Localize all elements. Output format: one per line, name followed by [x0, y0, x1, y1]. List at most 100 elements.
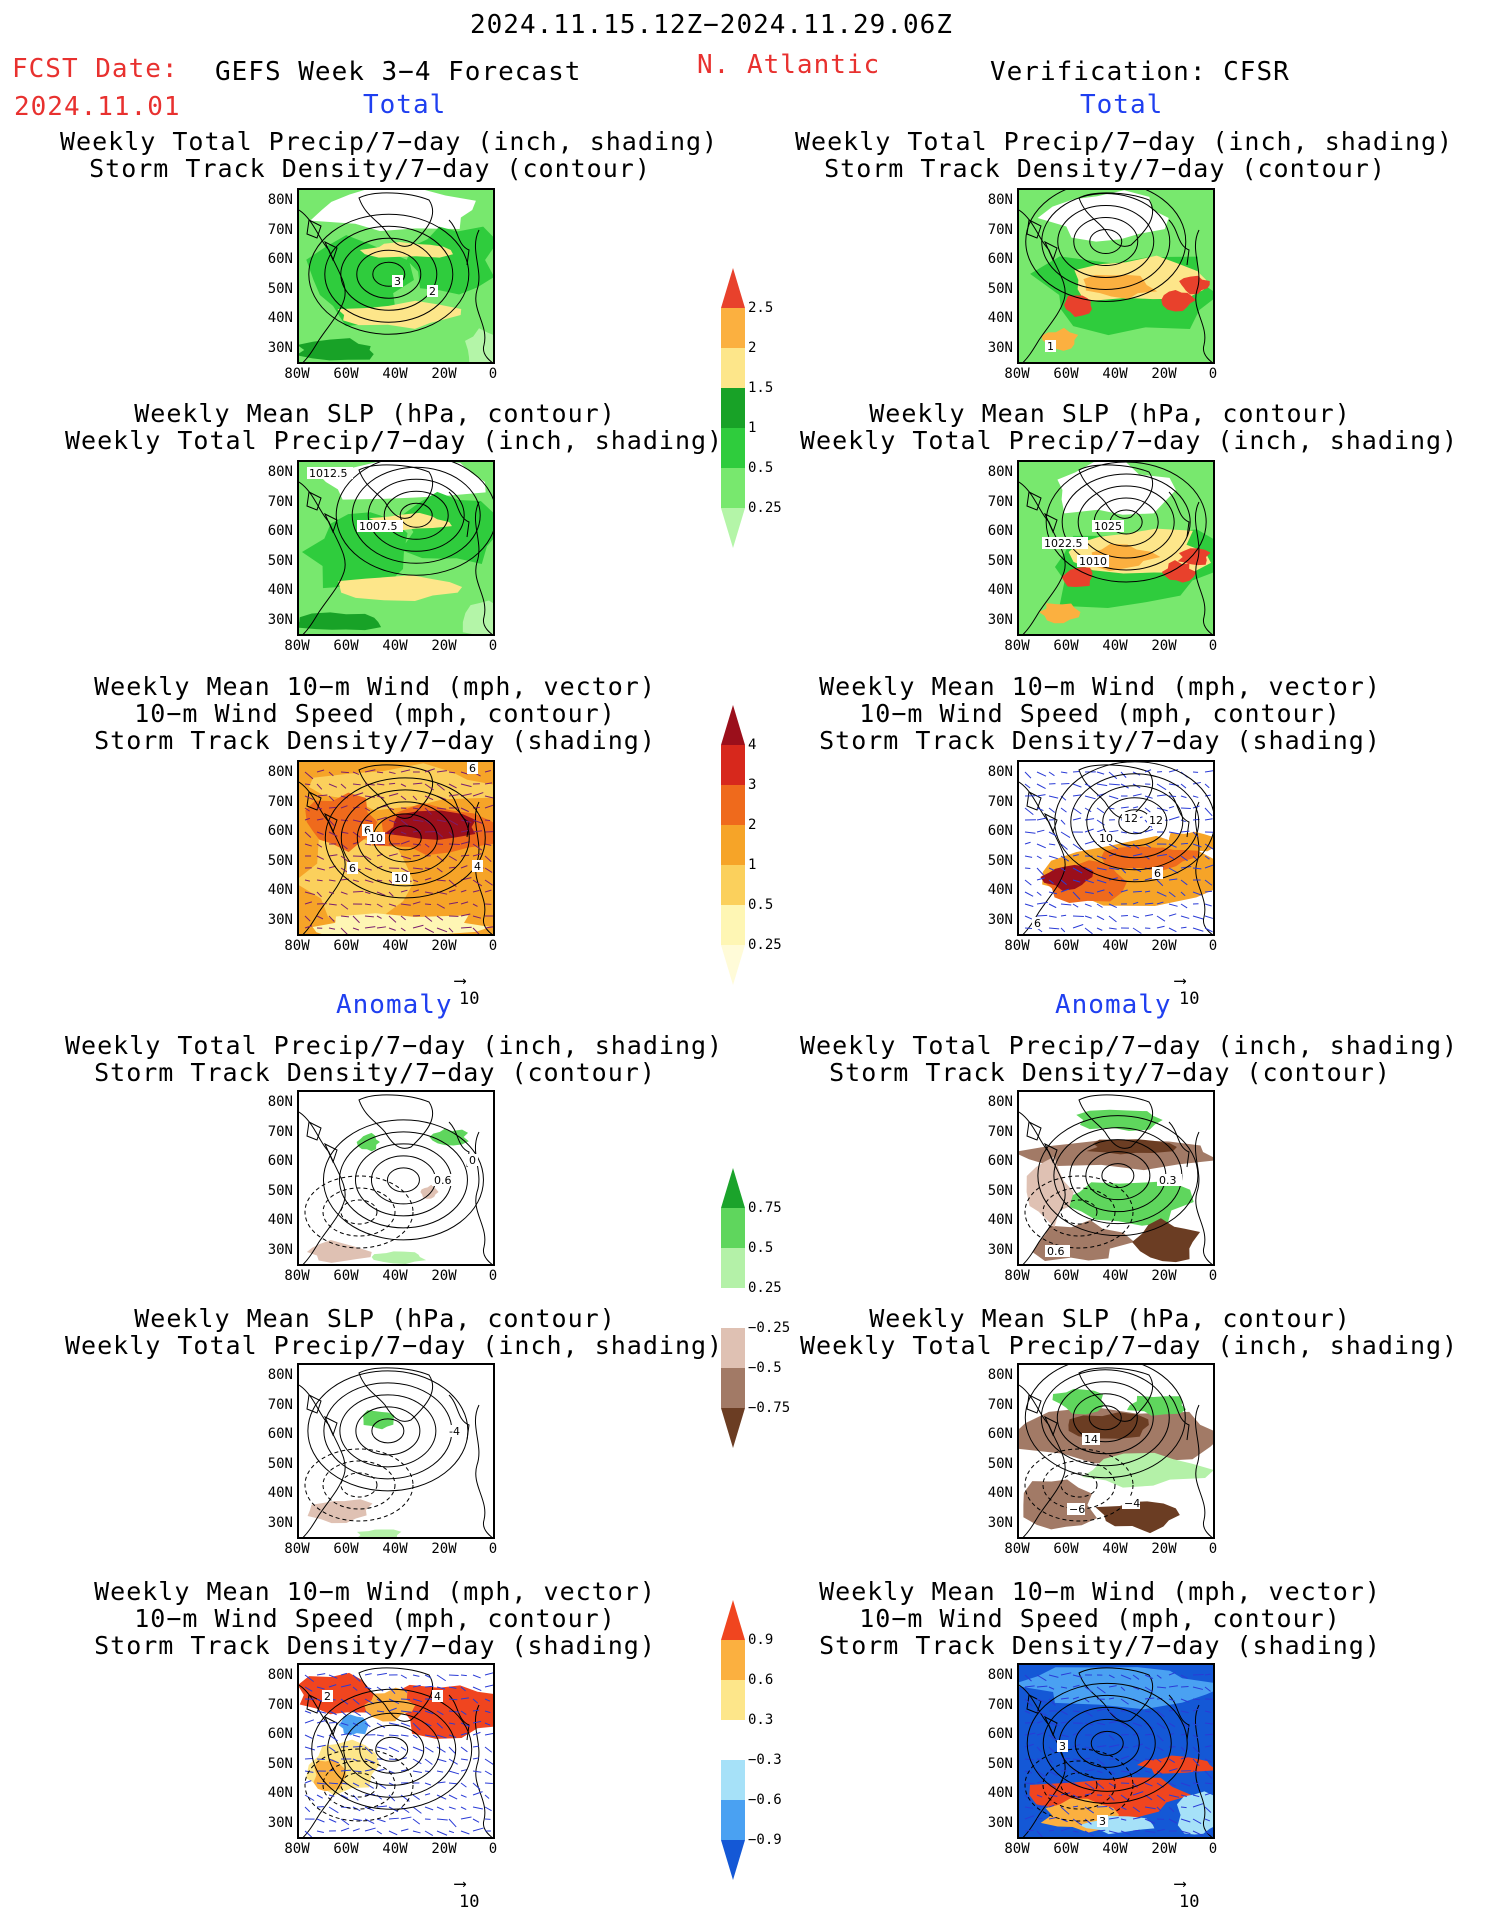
lat-tick-label: 70N: [987, 1123, 1013, 1140]
svg-text:−6: −6: [1069, 1503, 1085, 1516]
colorbar-segment: [721, 508, 745, 548]
colorbar-segment: [721, 825, 745, 865]
colorbar-tick-label: −0.9: [748, 1832, 782, 1848]
panel-title-ob-slp: Weekly Mean SLP (hPa, contour) Weekly Tot…: [800, 399, 1459, 455]
lat-tick-label: 70N: [987, 221, 1013, 238]
shade-region: [1064, 295, 1092, 317]
contour-line: [340, 1199, 378, 1225]
shade-region: [1068, 1412, 1149, 1439]
shade-region: [299, 612, 382, 631]
vector-ref-fc-anom: ⟶ 10: [455, 1874, 480, 1912]
panel-title-ob-wind: Weekly Mean 10−m Wind (mph, vector) 10−m …: [819, 672, 1381, 755]
contour-line: [307, 1370, 469, 1492]
shade-region: [1161, 289, 1196, 312]
contour-label: 4: [432, 1690, 443, 1703]
lon-tick-label: 80W: [284, 366, 310, 382]
lat-tick-label: 40N: [267, 1785, 293, 1801]
lat-tick-label: 30N: [267, 911, 293, 928]
lat-tick-label: 70N: [267, 1123, 293, 1140]
lon-tick-label: 40W: [1102, 1268, 1128, 1284]
contour-line: [1061, 473, 1191, 571]
contour-line: [304, 1175, 414, 1249]
svg-text:6: 6: [364, 824, 371, 837]
shade-region: [401, 491, 493, 564]
lon-tick-label: 40W: [382, 366, 408, 382]
colorbar-segment: [721, 1840, 745, 1880]
shade-region: [1023, 1479, 1097, 1530]
svg-text:0: 0: [469, 1154, 476, 1167]
contour-label: 12: [1122, 812, 1140, 825]
lat-tick-label: 40N: [267, 1485, 293, 1501]
contour-line: [1041, 192, 1171, 290]
contour-line: [311, 1688, 473, 1810]
region-label: N. Atlantic: [697, 50, 881, 80]
lat-tick-label: 50N: [267, 280, 293, 297]
model-label: GEFS Week 3−4 Forecast: [215, 57, 582, 87]
lat-tick-label: 70N: [987, 1396, 1013, 1413]
colorbar-segment: [721, 308, 745, 348]
contour-label: 3: [1057, 1740, 1068, 1753]
svg-text:−4: −4: [1124, 1497, 1140, 1510]
contour-label: −4: [1122, 1497, 1140, 1510]
contour-line: [367, 478, 465, 552]
lon-tick-label: 80W: [1004, 938, 1030, 954]
colorbar-tick-label: 0.25: [748, 937, 782, 953]
lon-tick-label: 40W: [382, 938, 408, 954]
lat-tick-label: 30N: [267, 1241, 293, 1258]
shade-region: [1083, 274, 1158, 299]
contour-line: [355, 1406, 421, 1456]
contour-line: [1054, 762, 1213, 883]
svg-text:1010: 1010: [1079, 555, 1107, 568]
lon-tick-label: 80W: [284, 1541, 310, 1557]
shade-region: [1038, 603, 1081, 624]
lat-tick-label: 70N: [987, 793, 1013, 810]
lat-tick-label: 60N: [987, 1726, 1013, 1742]
svg-text:1007.5: 1007.5: [359, 520, 398, 533]
colorbar-tick-label: 2: [748, 817, 757, 833]
contour-line: [356, 249, 422, 299]
fcst-label: FCST Date:: [12, 54, 179, 84]
contour-line: [1070, 773, 1200, 871]
contour-line: [1090, 1730, 1124, 1756]
contour-line: [1025, 190, 1187, 302]
contour-line: [343, 1712, 441, 1786]
lat-tick-label: 60N: [987, 1153, 1013, 1169]
shade-region: [1132, 1218, 1201, 1263]
lat-tick-label: 30N: [987, 1514, 1013, 1531]
lat-tick-label: 40N: [267, 582, 293, 598]
contour-line: [1057, 204, 1155, 278]
lat-tick-label: 30N: [987, 611, 1013, 628]
contour-line: [1060, 1472, 1098, 1498]
lat-tick-label: 50N: [267, 552, 293, 569]
panel-title-fc-anom-slp: Weekly Mean SLP (hPa, contour) Weekly Tot…: [65, 1304, 724, 1360]
colorbar-segment: [721, 785, 745, 825]
lon-tick-label: 60W: [333, 1541, 359, 1557]
lat-tick-label: 60N: [267, 1426, 293, 1442]
svg-text:3: 3: [394, 275, 401, 288]
colorbar-tick-label: −0.5: [748, 1360, 782, 1376]
contour-line: [1085, 1151, 1151, 1201]
colorbar-tick-label: 2.5: [748, 300, 774, 316]
contour-line: [308, 213, 470, 335]
colorbar-tick-label: −0.3: [748, 1752, 782, 1768]
coastline: [299, 1367, 493, 1537]
colorbar-segment: [721, 1248, 745, 1288]
colorbar-segment: [721, 1640, 745, 1680]
contour-line: [322, 1187, 396, 1237]
vector-ref-ob-total: ⟶ 10: [1175, 971, 1200, 1009]
contour-line: [322, 1460, 396, 1510]
lon-tick-label: 60W: [333, 366, 359, 382]
lat-tick-label: 80N: [987, 464, 1013, 480]
contour-line: [1042, 1760, 1116, 1810]
shade-region: [1026, 1156, 1074, 1228]
contour-label: 1010: [1077, 555, 1109, 568]
section-anomaly-verification: Anomaly: [1055, 990, 1172, 1020]
shade-region: [1101, 846, 1199, 871]
map-panel-ob-anom-precip: 0.3 0.6: [1017, 1090, 1215, 1266]
colorbar-segment: [721, 1720, 745, 1760]
shade-region: [301, 512, 408, 593]
fcst-date: 2024.11.01: [14, 92, 181, 122]
lon-tick-label: 60W: [333, 1268, 359, 1284]
colorbar-tick-label: 0.6: [748, 1672, 774, 1688]
shade-region: [1179, 275, 1210, 295]
